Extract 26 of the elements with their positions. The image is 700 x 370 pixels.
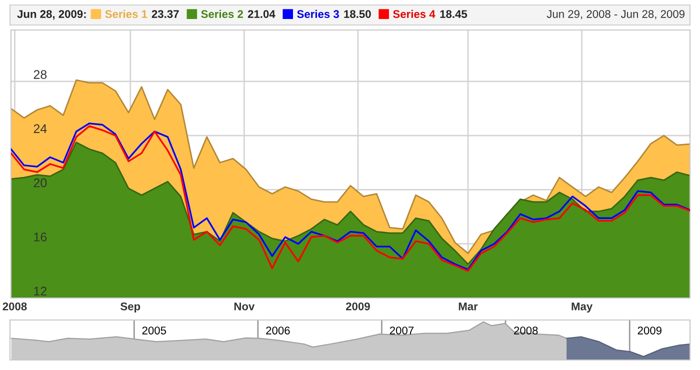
x-tick-label: Mar <box>458 302 478 310</box>
x-tick-label: Nov <box>234 302 255 310</box>
text: Jun 29, 2008 - Jun 28, 2009 <box>546 10 684 20</box>
y-tick-label: 20 <box>34 178 47 188</box>
text: 23.37 <box>152 10 179 18</box>
x-tick-label: 2006 <box>266 326 290 334</box>
x-tick-label: 2005 <box>142 326 166 334</box>
x-tick-label: 2008 <box>514 326 538 334</box>
text: 21.04 <box>248 10 276 18</box>
y-tick-label: 16 <box>34 232 47 242</box>
legend-label: Series 2 <box>201 10 243 18</box>
x-tick-label: 2009 <box>638 326 662 334</box>
text: Jun 28, 2009: <box>17 10 86 20</box>
y-tick-label: 12 <box>34 286 46 296</box>
y-tick-label: 24 <box>34 124 47 133</box>
x-tick-label: 2007 <box>390 326 414 334</box>
text: 18.45 <box>440 10 468 18</box>
x-tick-label: 2009 <box>346 302 370 310</box>
text: 18.50 <box>344 10 371 18</box>
x-tick-label: Sep <box>120 302 140 313</box>
legend-label: Series 3 <box>297 10 339 18</box>
legend-label: Series 4 <box>393 10 436 18</box>
y-tick-label: 28 <box>34 70 47 79</box>
legend-label: Series 1 <box>105 10 148 18</box>
x-tick-label: May <box>572 302 593 313</box>
x-tick-label: 2008 <box>2 302 27 310</box>
